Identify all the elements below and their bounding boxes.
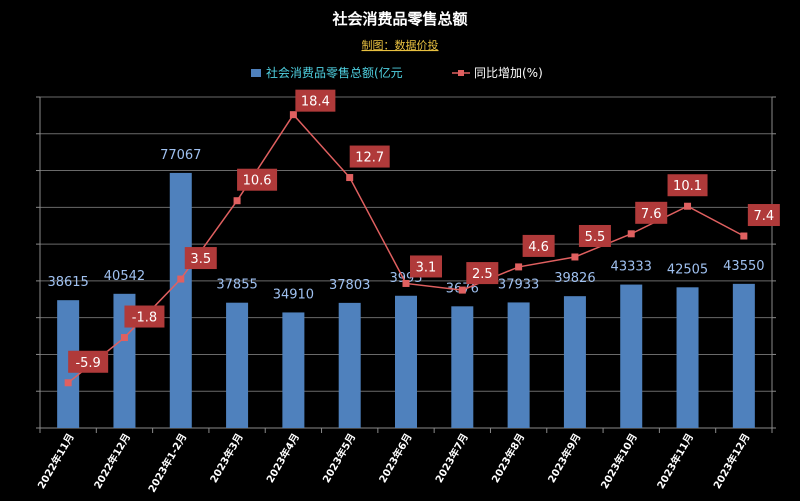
- growth-point: [571, 253, 579, 261]
- chart-subtitle: 制图：数据价投: [362, 38, 439, 52]
- bar: [732, 283, 755, 428]
- bar: [169, 172, 192, 428]
- bar-value-label: 37803: [329, 278, 370, 293]
- line-label-box: [466, 262, 499, 285]
- chart-title: 社会消费品零售总额: [331, 10, 467, 28]
- legend-line-marker: [458, 70, 464, 76]
- line-value-label: 5.5: [585, 230, 606, 245]
- growth-point: [740, 232, 748, 240]
- bar: [282, 312, 305, 428]
- x-tick-label: 2023年11月: [654, 431, 696, 491]
- growth-point: [515, 263, 523, 271]
- x-tick-label: 2023年7月: [432, 431, 471, 485]
- x-tick-label: 2023年9月: [545, 431, 584, 485]
- growth-point: [233, 197, 241, 205]
- bar-value-label: 77067: [160, 148, 201, 163]
- bar-value-label: 42505: [667, 262, 708, 277]
- x-tick-label: 2023年8月: [489, 431, 528, 485]
- line-label-box: [68, 350, 109, 373]
- bar: [507, 302, 530, 428]
- line-label-box: [349, 145, 390, 168]
- bar: [676, 287, 699, 428]
- bar: [226, 302, 249, 428]
- x-tick-label: 2023年6月: [376, 431, 415, 485]
- bar-value-label: 43333: [611, 260, 652, 275]
- legend-bar-label: 社会消费品零售总额(亿元: [266, 65, 403, 80]
- line-label-box: [410, 255, 442, 278]
- legend-line-label: 同比增加(%): [474, 66, 543, 80]
- bar-value-label: 40542: [104, 269, 145, 284]
- x-tick-label: 2023年5月: [320, 431, 359, 485]
- growth-point: [120, 334, 128, 342]
- bar-value-label: 37855: [216, 278, 257, 293]
- line-value-label: 10.1: [673, 179, 702, 194]
- line-value-label: 10.6: [243, 174, 272, 189]
- growth-point: [684, 202, 692, 210]
- x-tick-label: 2023年12月: [710, 431, 752, 491]
- bar: [563, 296, 586, 428]
- bar-value-label: 38615: [47, 275, 88, 290]
- legend: 社会消费品零售总额(亿元 同比增加(%): [251, 65, 543, 80]
- line-value-label: -1.8: [132, 311, 157, 326]
- bar-value-label: 34910: [273, 287, 314, 302]
- growth-point: [458, 286, 466, 294]
- bar: [451, 306, 474, 428]
- line-label-box: [237, 168, 278, 191]
- line-value-label: 7.4: [754, 209, 775, 224]
- line-value-label: -5.9: [75, 356, 100, 371]
- x-tick-label: 2022年12月: [91, 431, 133, 491]
- bar: [395, 295, 417, 428]
- bar-value-label: 39826: [554, 271, 595, 286]
- bar-value-label: 43550: [723, 259, 764, 274]
- line-label-box: [578, 224, 611, 247]
- x-tick-label: 2023年1-2月: [145, 431, 189, 495]
- legend-bar-swatch: [251, 69, 261, 77]
- line-label-box: [295, 89, 336, 112]
- x-tick-label: 2023年4月: [263, 431, 302, 485]
- line-label-box: [124, 305, 165, 328]
- bar: [620, 284, 643, 428]
- line-value-label: 3.5: [190, 252, 211, 267]
- growth-point: [289, 111, 297, 119]
- growth-point: [177, 275, 185, 283]
- bar-value-label: 37933: [498, 277, 539, 292]
- line-label-box: [635, 201, 668, 224]
- bar: [338, 302, 361, 428]
- line-value-label: 2.5: [472, 267, 493, 282]
- plot-area: 3861540542770673785534910378033995367637…: [35, 89, 780, 495]
- growth-point: [402, 279, 410, 287]
- x-tick-label: 2022年11月: [35, 431, 77, 491]
- line-label-box: [747, 204, 780, 227]
- line-value-label: 7.6: [641, 207, 662, 222]
- growth-point: [627, 230, 635, 238]
- growth-point: [64, 379, 72, 387]
- growth-point: [346, 174, 354, 182]
- line-value-label: 3.1: [416, 260, 437, 275]
- x-tick-label: 2023年3月: [207, 431, 246, 485]
- line-label-box: [184, 247, 217, 270]
- line-value-label: 18.4: [301, 95, 330, 110]
- line-value-label: 4.6: [528, 240, 549, 255]
- line-label-box: [522, 234, 555, 257]
- line-label-box: [667, 174, 708, 197]
- line-value-label: 12.7: [355, 151, 384, 166]
- x-tick-label: 2023年10月: [598, 431, 640, 491]
